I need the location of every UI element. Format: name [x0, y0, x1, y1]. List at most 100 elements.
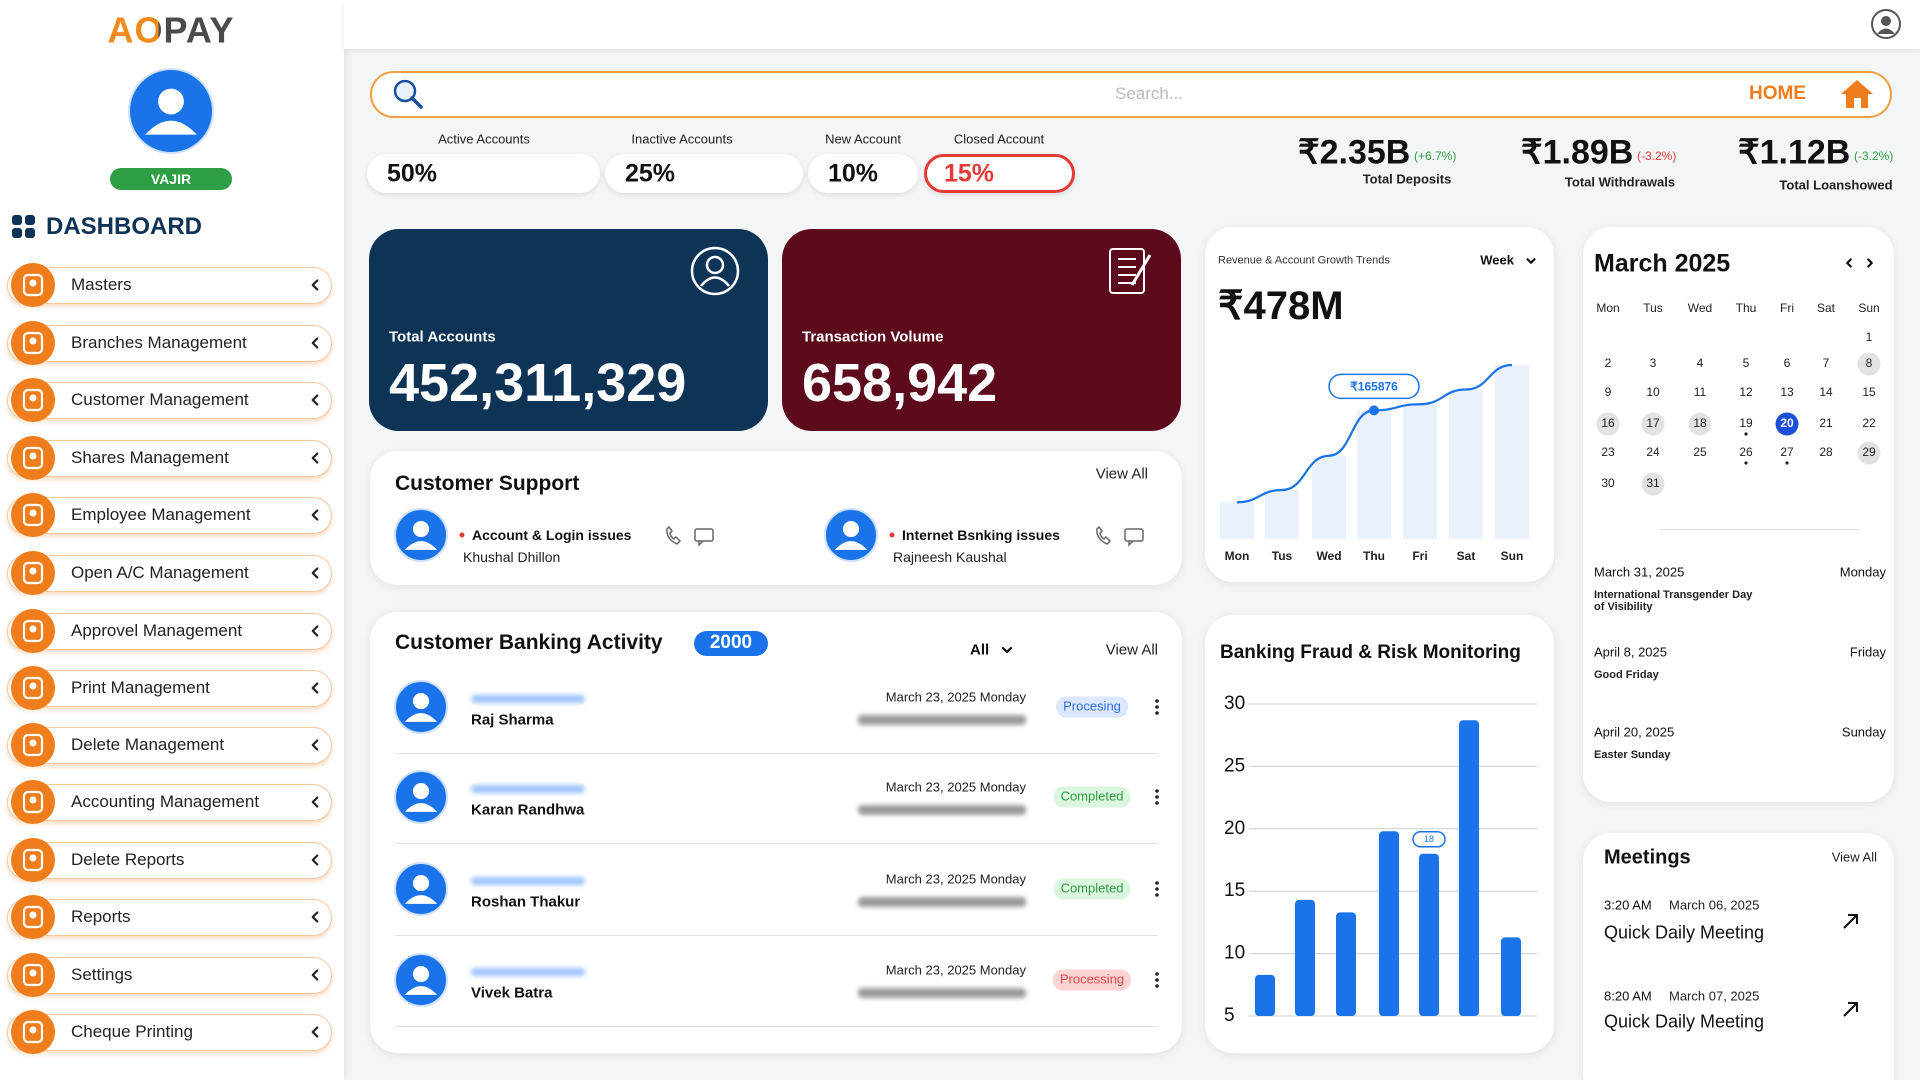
menu-item[interactable] [7, 325, 332, 362]
day-number[interactable]: 16 [1601, 416, 1615, 431]
day-number[interactable]: 18 [1693, 416, 1707, 431]
day-number[interactable]: 10 [1646, 385, 1660, 400]
fraud-title: Banking Fraud & Risk Monitoring [1220, 642, 1521, 664]
day-number[interactable]: 11 [1693, 385, 1707, 400]
day-number[interactable]: 7 [1822, 356, 1830, 371]
issue-dot [459, 532, 465, 538]
support-view-all[interactable]: View All [1095, 465, 1148, 483]
menu-label[interactable]: Customer Management [71, 390, 249, 410]
day-number[interactable]: 3 [1649, 356, 1657, 371]
menu-label[interactable]: Accounting Management [71, 792, 260, 812]
menu-icon-glyph [22, 676, 44, 700]
menu-item[interactable] [7, 784, 332, 821]
search-bar[interactable] [370, 71, 1892, 118]
menu-label[interactable]: Delete Reports [71, 850, 185, 870]
menu-label[interactable]: Approvel Management [71, 621, 243, 641]
day-number[interactable]: 2 [1604, 356, 1612, 371]
activity-filter[interactable]: All [970, 641, 990, 659]
menu-item[interactable] [7, 899, 332, 936]
menu-item[interactable] [7, 382, 332, 419]
menu-item[interactable] [7, 613, 332, 650]
menu-icon [11, 551, 55, 595]
day-number[interactable]: 27 [1780, 445, 1794, 460]
marked-day-bg [1688, 412, 1712, 436]
menu-icon [11, 895, 55, 939]
menu-item[interactable] [7, 1014, 332, 1051]
menu-label[interactable]: Print Management [71, 678, 210, 698]
day-number[interactable]: 19 [1739, 416, 1753, 431]
dashboard-icon-cell [25, 228, 35, 238]
day-number[interactable]: 17 [1646, 416, 1660, 431]
meeting-title[interactable]: Quick Daily Meeting [1604, 1011, 1765, 1032]
menu-label[interactable]: Cheque Printing [71, 1022, 193, 1042]
day-number[interactable]: 21 [1819, 416, 1833, 431]
day-number[interactable]: 31 [1646, 476, 1660, 491]
day-number[interactable]: 29 [1862, 445, 1876, 460]
menu-label[interactable]: Delete Management [71, 735, 225, 755]
marked-day-bg [1641, 412, 1665, 436]
menu-label[interactable]: Reports [71, 907, 131, 927]
day-number[interactable]: 4 [1696, 356, 1704, 371]
menu-icon-glyph [22, 963, 44, 987]
menu-item[interactable] [7, 957, 332, 994]
day-number[interactable]: 22 [1862, 416, 1876, 431]
menu-label[interactable]: Masters [71, 275, 132, 295]
activity-title: Customer Banking Activity [395, 630, 663, 654]
activity-view-all[interactable]: View All [1105, 641, 1158, 659]
menu-icon [11, 723, 55, 767]
kpi-icon-book [1109, 248, 1145, 294]
day-number[interactable]: 30 [1601, 476, 1615, 491]
day-number[interactable]: 9 [1604, 385, 1612, 400]
menu-item[interactable] [7, 267, 332, 304]
day-number[interactable]: 24 [1646, 445, 1660, 460]
home-link[interactable]: HOME [1749, 83, 1806, 105]
menu-item[interactable] [7, 670, 332, 707]
meetings-view-all[interactable]: View All [1831, 849, 1877, 865]
row-menu-dot [1155, 789, 1159, 793]
activity-date: March 23, 2025 Monday [885, 779, 1026, 795]
day-number[interactable]: 5 [1742, 356, 1750, 371]
revenue-period[interactable]: Week [1480, 252, 1514, 268]
day-number[interactable]: 25 [1693, 445, 1707, 460]
menu-item[interactable] [7, 842, 332, 879]
day-number[interactable]: 14 [1819, 385, 1833, 400]
avatar-icon [394, 862, 448, 916]
event-name: International Transgender Day of Visibil… [1594, 589, 1753, 614]
menu-label[interactable]: Employee Management [71, 505, 251, 525]
issue-dot [459, 532, 465, 538]
menu-item[interactable] [7, 555, 332, 592]
marked-day-bg [1857, 352, 1881, 376]
chevron-icon [311, 452, 319, 464]
menu-icon-glyph [22, 273, 44, 297]
chevron-icon [311, 854, 319, 866]
day-number[interactable]: 28 [1819, 445, 1833, 460]
row-menu [1155, 789, 1159, 805]
day-number[interactable]: 13 [1780, 385, 1794, 400]
meeting-date: March 07, 2025 [1669, 988, 1760, 1004]
blurred-account [858, 897, 1026, 907]
avatar-body [404, 803, 438, 812]
menu-label[interactable]: Branches Management [71, 333, 247, 353]
menu-item[interactable] [7, 440, 332, 477]
menu-label[interactable]: Shares Management [71, 448, 229, 468]
day-number[interactable]: 26 [1739, 445, 1753, 460]
day-number[interactable]: 20 [1780, 416, 1794, 431]
day-number[interactable]: 1 [1865, 330, 1873, 345]
menu-item[interactable] [7, 727, 332, 764]
menu-label[interactable]: Open A/C Management [71, 563, 249, 583]
day-number[interactable]: 15 [1862, 385, 1876, 400]
day-number[interactable]: 23 [1601, 445, 1615, 460]
chevron-icon [311, 279, 319, 291]
menu-label[interactable]: Settings [71, 965, 133, 985]
row-menu-dot [1155, 881, 1159, 885]
meeting-title[interactable]: Quick Daily Meeting [1604, 922, 1765, 943]
day-number[interactable]: 8 [1865, 356, 1873, 371]
search-placeholder[interactable]: Search... [1114, 84, 1184, 104]
arrow-head [1848, 1002, 1858, 1012]
day-number[interactable]: 12 [1739, 385, 1753, 400]
chevron-icon [311, 567, 319, 579]
day-number[interactable]: 6 [1783, 356, 1791, 371]
event-weekday: Sunday [1841, 724, 1886, 740]
menu-item[interactable] [7, 497, 332, 534]
